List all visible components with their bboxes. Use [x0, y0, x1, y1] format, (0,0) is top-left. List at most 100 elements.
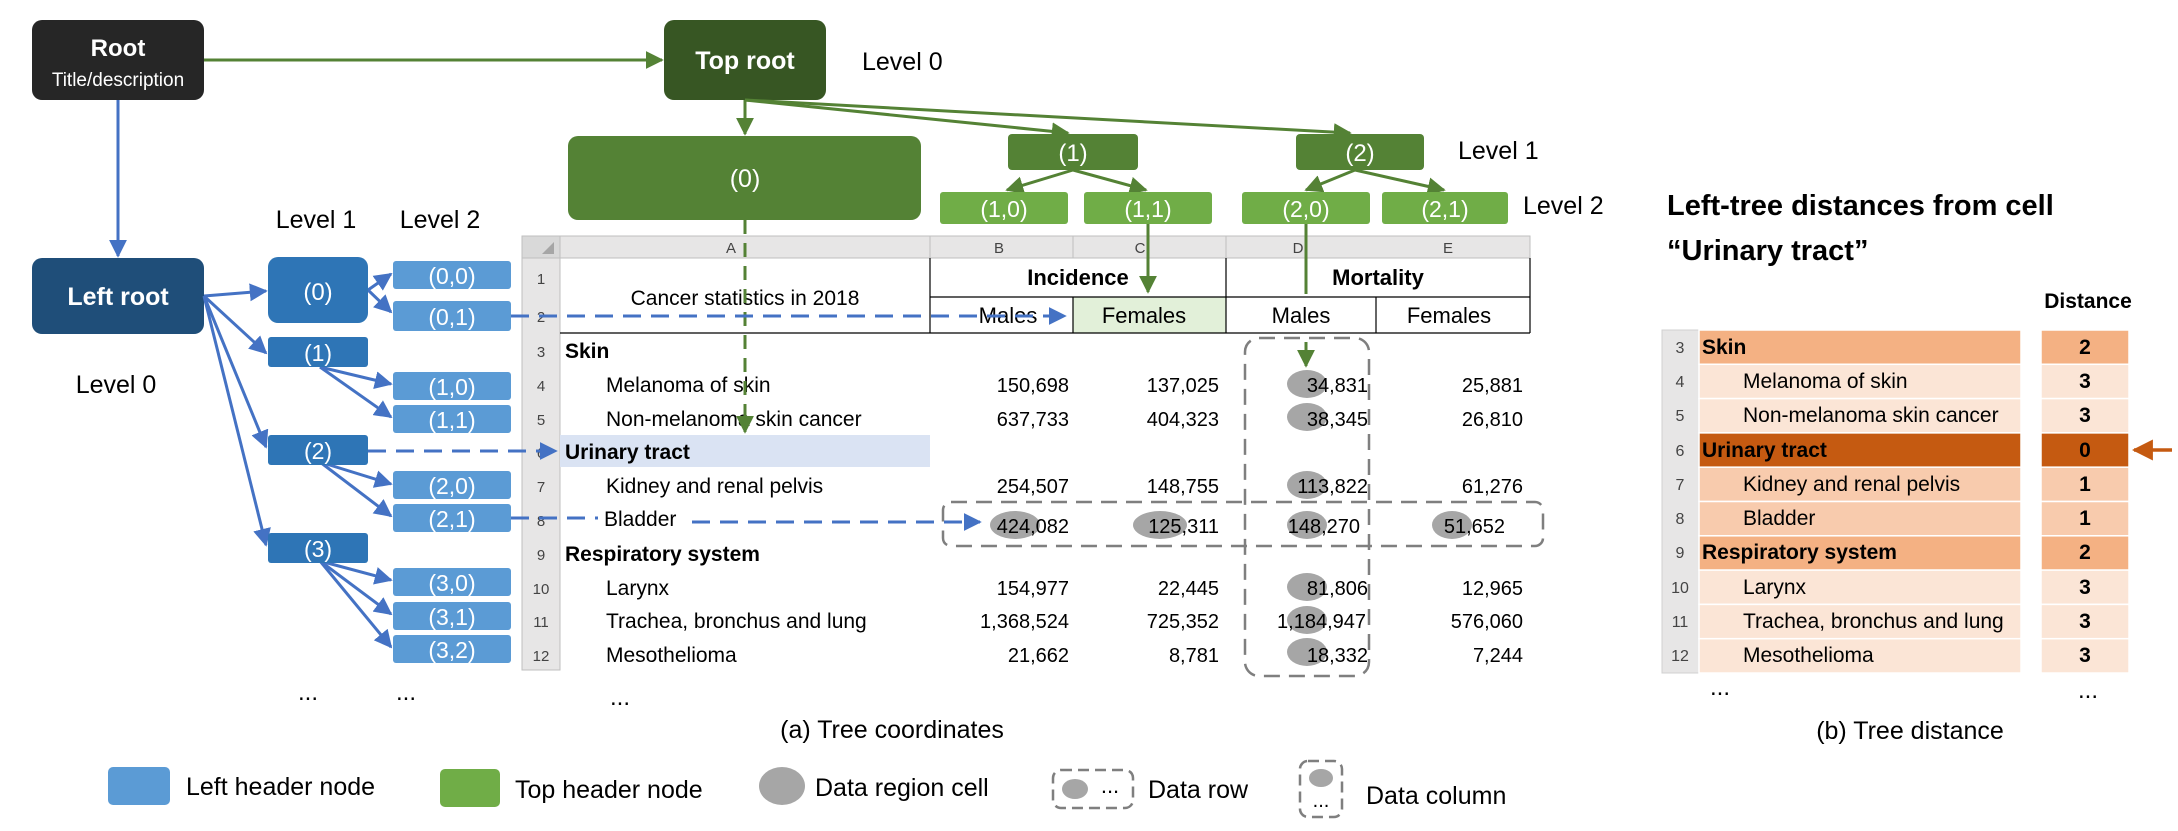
top-node-1-1-label: (1,1) [1124, 196, 1171, 222]
row-number[interactable]: 5 [537, 412, 545, 429]
distance-value: 2 [2079, 541, 2091, 564]
left-level1-ellipsis: ... [298, 679, 318, 706]
left-node-1-label: (1) [304, 340, 332, 366]
legend-data-cell-label: Data region cell [815, 774, 989, 802]
cell-value: 18,332 [1307, 645, 1368, 667]
cell-value: 25,881 [1462, 375, 1523, 397]
cell-value: 1,184,947 [1277, 611, 1366, 633]
distance-value-ellipsis: ... [2078, 677, 2098, 704]
row-number[interactable]: 1 [537, 271, 545, 288]
legend-data-column-label: Data column [1366, 782, 1506, 810]
distance-row-label: Kidney and renal pelvis [1743, 473, 1960, 496]
row-number[interactable]: 11 [533, 614, 549, 631]
top-root-box [664, 20, 826, 100]
row-label: Larynx [606, 577, 670, 600]
distance-row-number: 8 [1676, 511, 1685, 528]
row-label: Melanoma of skin [606, 374, 771, 397]
distance-value: 3 [2079, 644, 2091, 667]
left-level2-nodes: (0,0) (0,1) (1,0) (1,1) (2,0) (2,1) (3,0… [393, 261, 511, 663]
col-header-d[interactable]: D [1293, 240, 1304, 257]
row-label: Kidney and renal pelvis [606, 475, 823, 498]
data-cell-oval [1287, 471, 1327, 499]
left-node-0-0-label: (0,0) [428, 263, 475, 289]
left-node-3-2 [393, 635, 511, 663]
legend-data-column-dots: ... [1313, 790, 1330, 812]
cell-value: 8,781 [1169, 645, 1219, 667]
top-node-1-0 [940, 192, 1068, 224]
legend-top-header-swatch [440, 769, 500, 807]
distance-row-number: 3 [1676, 340, 1685, 357]
distance-row-label: Bladder [1743, 507, 1815, 530]
legend: Left header node Top header node Data re… [108, 759, 1506, 819]
row-numbers: 1 2 3 4 5 6 7 8 9 10 11 12 [533, 271, 550, 665]
left-node-3-0 [393, 568, 511, 596]
top-node-1-0-label: (1,0) [980, 196, 1027, 222]
distance-value: 3 [2079, 404, 2091, 427]
distance-row-number: 9 [1676, 545, 1685, 562]
cell-value: 148,755 [1147, 476, 1219, 498]
left-node-1-0 [393, 372, 511, 400]
row-number[interactable]: 8 [537, 513, 545, 530]
left-node-2-label: (2) [304, 438, 332, 464]
cell-value: 22,445 [1158, 578, 1219, 600]
mortality-header: Mortality [1332, 265, 1424, 290]
select-all-corner[interactable] [521, 235, 561, 259]
left-node-3 [268, 533, 368, 563]
left-node-0 [268, 257, 368, 323]
row-labels: Skin Melanoma of skin Non-melanoma skin … [565, 340, 867, 667]
data-cell-oval [1287, 403, 1327, 431]
col-header-e[interactable]: E [1443, 240, 1453, 257]
distance-row-number: 4 [1676, 374, 1685, 391]
row-number[interactable]: 3 [537, 344, 545, 361]
cell-value: 637,733 [997, 409, 1069, 431]
row-number[interactable]: 10 [533, 581, 550, 598]
legend-data-row-label: Data row [1148, 776, 1249, 804]
col-header-c[interactable]: C [1135, 240, 1146, 257]
row-number[interactable]: 4 [537, 378, 545, 395]
incidence-header: Incidence [1027, 265, 1128, 290]
left-node-3-0-label: (3,0) [428, 570, 475, 596]
left-node-0-1-label: (0,1) [428, 304, 475, 330]
top-level2-label: Level 2 [1523, 192, 1604, 220]
distance-title-line2: “Urinary tract” [1667, 235, 1868, 267]
data-cell-oval [1133, 511, 1187, 539]
corner-triangle-icon [542, 242, 554, 254]
left-node-0-1 [393, 301, 511, 331]
distance-value: 3 [2079, 370, 2091, 393]
distance-panel: Left-tree distances from cell “Urinary t… [1661, 190, 2172, 745]
cell-value: 7,244 [1473, 645, 1523, 667]
row-number[interactable]: 7 [537, 479, 545, 496]
left-node-3-2-label: (3,2) [428, 637, 475, 663]
root-title: Root [91, 35, 146, 62]
distance-row-number: 7 [1676, 477, 1685, 494]
legend-data-column-oval [1309, 769, 1333, 787]
females-header-1: Females [1102, 303, 1186, 328]
top-root-node: Top root [664, 20, 826, 100]
data-cell-oval [1287, 638, 1327, 666]
row-number[interactable]: 12 [533, 648, 550, 665]
males-header-2: Males [1272, 303, 1331, 328]
top-node-0-label: (0) [730, 165, 761, 193]
data-cell-oval [1287, 606, 1327, 634]
row-number[interactable]: 9 [537, 547, 545, 564]
left-level0-label: Level 0 [76, 371, 157, 399]
distance-row-label: Melanoma of skin [1743, 370, 1908, 393]
legend-data-column-swatch [1298, 759, 1344, 819]
cell-value: 424,082 [997, 516, 1069, 538]
caption-b: (b) Tree distance [1816, 717, 2004, 745]
legend-data-row-dots: ... [1101, 773, 1119, 798]
cell-value: 404,323 [1147, 409, 1219, 431]
cell-value: 137,025 [1147, 375, 1219, 397]
distance-title-line1: Left-tree distances from cell [1667, 190, 2054, 222]
left-root-node: Left root [32, 258, 204, 334]
root-subtitle: Title/description [52, 70, 184, 91]
col-header-a[interactable]: A [726, 240, 736, 257]
column-header-bar [521, 235, 1531, 259]
col-header-b[interactable]: B [994, 240, 1004, 257]
row-number[interactable]: 6 [537, 445, 545, 462]
top-node-0 [568, 136, 921, 220]
legend-data-row-swatch [1051, 768, 1135, 810]
row-label-skin: Skin [565, 340, 609, 363]
distance-row-number: 5 [1676, 408, 1685, 425]
